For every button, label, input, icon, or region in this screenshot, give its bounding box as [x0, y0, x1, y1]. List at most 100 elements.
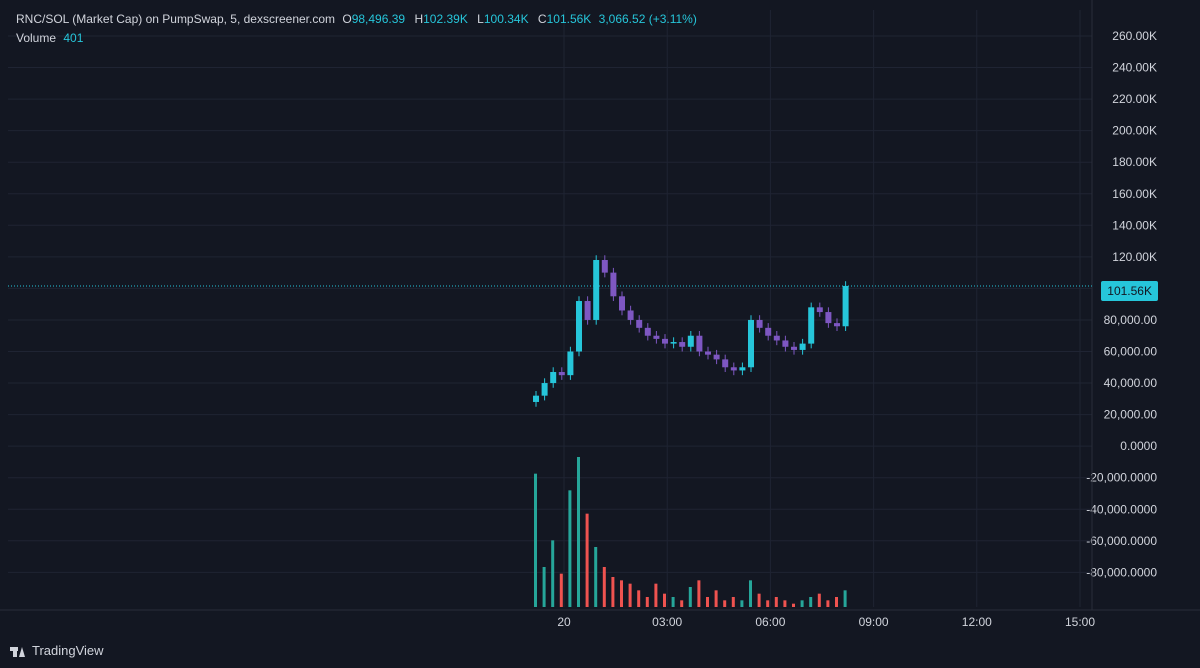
volume-bar [628, 583, 632, 607]
volume-bar [620, 580, 623, 607]
volume-bar [749, 580, 752, 607]
volume-bar [594, 547, 598, 607]
y-tick-label: 0.0000 [1120, 439, 1157, 453]
x-tick-label: 15:00 [1065, 615, 1095, 629]
candle-body [670, 342, 677, 344]
volume-bar [774, 597, 778, 607]
candle-body [610, 272, 617, 297]
candle-body [636, 319, 643, 328]
volume-bar [817, 593, 821, 607]
volume-bar [714, 590, 718, 607]
candle-body [533, 395, 539, 402]
candle-body [619, 296, 625, 311]
volume-label: Volume [16, 31, 57, 45]
candle-body [593, 260, 600, 320]
candle-body [825, 312, 832, 324]
volume-bar [602, 567, 606, 607]
candle-body [662, 338, 668, 344]
candle-body [627, 310, 634, 320]
candle-body [748, 319, 754, 368]
volume-bar [637, 590, 641, 607]
volume-bar [843, 590, 847, 607]
volume-value: 401 [63, 31, 84, 45]
high-label: H [414, 12, 424, 26]
candle-body [842, 285, 849, 327]
y-tick-label: 240.00K [1112, 61, 1157, 75]
candle-body [567, 351, 574, 376]
volume-bar [534, 473, 537, 607]
y-tick-label: -20,000.0000 [1086, 471, 1157, 485]
candle-body [550, 372, 557, 384]
close-value: 101.56K [546, 12, 592, 26]
y-tick-label: 220.00K [1112, 92, 1157, 106]
y-tick-label: 140.00K [1112, 218, 1157, 232]
volume-bar [585, 513, 589, 607]
volume-bar [697, 580, 701, 607]
volume-bar [809, 597, 813, 607]
volume-bar [706, 597, 709, 607]
candle-body [730, 367, 737, 371]
volume-bar [663, 593, 666, 607]
high-value: 102.39K [423, 12, 468, 26]
volume-bar [723, 600, 727, 607]
x-tick-label: 03:00 [652, 615, 682, 629]
y-tick-label: 80,000.00 [1104, 313, 1158, 327]
volume-bar [740, 600, 744, 607]
close-label: C [537, 12, 547, 26]
volume-bar [835, 597, 838, 607]
volume-bar [680, 600, 684, 607]
y-tick-label: 260.00K [1112, 29, 1157, 43]
volume-bar [671, 597, 675, 607]
candle-body [773, 335, 780, 341]
candle-body [756, 319, 763, 328]
y-tick-label: 200.00K [1112, 124, 1157, 138]
candle-body [696, 335, 703, 352]
tradingview-branding[interactable]: TradingView [10, 643, 104, 658]
volume-bar [792, 603, 795, 607]
candle-body [601, 260, 608, 273]
candle-body [576, 301, 582, 352]
volume-bar [611, 577, 615, 607]
y-tick-label: 120.00K [1112, 250, 1157, 264]
y-tick-label: 20,000.00 [1104, 408, 1158, 422]
y-tick-label: -80,000.0000 [1086, 565, 1157, 579]
candle-body [705, 351, 711, 355]
open-value: 98,496.39 [351, 12, 406, 26]
candle-body [834, 323, 840, 327]
low-label: L [477, 12, 484, 26]
candle-body [791, 346, 797, 350]
volume-bar [542, 567, 546, 607]
chart-legend: RNC/SOL (Market Cap) on PumpSwap, 5, dex… [16, 10, 697, 48]
tradingview-logo-icon [10, 645, 26, 657]
y-tick-label: 40,000.00 [1104, 376, 1158, 390]
volume-bar [551, 540, 555, 607]
candle-body [558, 372, 565, 376]
volume-bar [800, 600, 804, 607]
y-tick-label: -60,000.0000 [1086, 534, 1157, 548]
candle-body [782, 340, 789, 347]
y-tick-label: 180.00K [1112, 155, 1157, 169]
candle-body [713, 354, 720, 360]
volume-bar [783, 600, 787, 607]
x-tick-label: 06:00 [755, 615, 785, 629]
open-label: O [342, 12, 352, 26]
volume-bar [766, 600, 770, 607]
candle-body [739, 367, 746, 371]
low-value: 100.34K [483, 12, 529, 26]
candle-body [808, 307, 815, 344]
volume-bar [826, 600, 830, 607]
volume-bar [731, 597, 735, 607]
y-tick-label: -40,000.0000 [1086, 502, 1157, 516]
last-price-label: 101.56K [1101, 281, 1158, 301]
volume-bar [654, 583, 658, 607]
volume-bar [559, 573, 563, 607]
candle-body [644, 327, 651, 336]
volume-bar [568, 490, 572, 607]
candle-body [541, 383, 548, 396]
volume-bar [645, 597, 649, 607]
volume-bar [688, 587, 692, 607]
y-tick-label: 60,000.00 [1104, 345, 1158, 359]
legend-title: RNC/SOL (Market Cap) on PumpSwap, 5, dex… [16, 12, 336, 26]
x-tick-label: 12:00 [962, 615, 992, 629]
